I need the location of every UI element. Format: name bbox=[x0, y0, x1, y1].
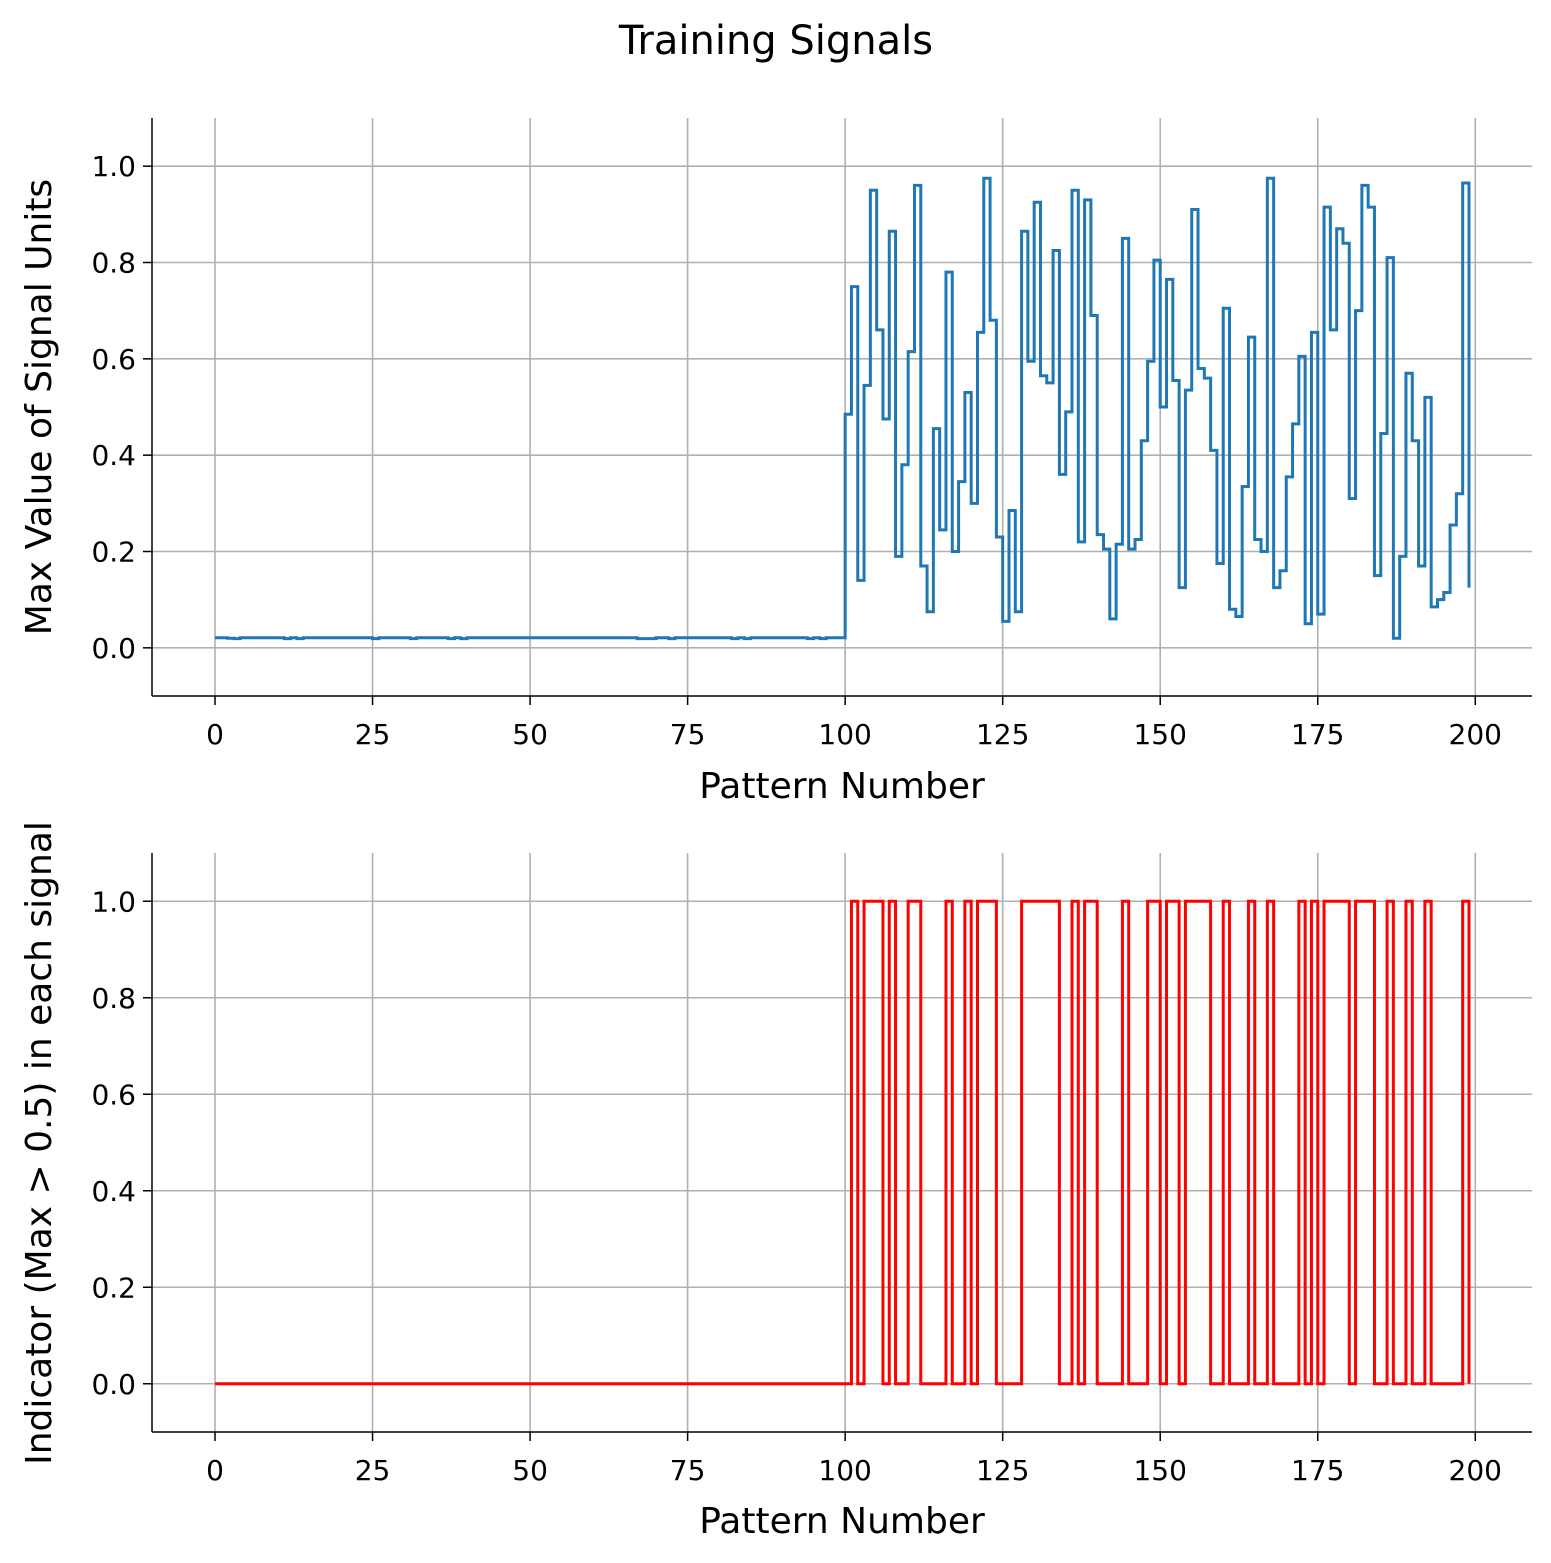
y-tick-label: 0.0 bbox=[91, 632, 136, 665]
y-axis-label-bottom: Indicator (Max > 0.5) in each signal bbox=[19, 821, 60, 1465]
chart-bottom: 0 25 50 75 100 125 150 175 200 0.0 0.2 0.4 0.6 0.8 1.… bbox=[19, 821, 1532, 1542]
x-tick-label: 0 bbox=[206, 718, 224, 751]
y-tick-label: 1.0 bbox=[91, 150, 136, 183]
x-tick-label: 175 bbox=[1291, 1454, 1344, 1487]
y-tick-label: 0.8 bbox=[91, 247, 136, 280]
x-tick-label: 75 bbox=[670, 718, 706, 751]
y-tick-label: 0.2 bbox=[91, 536, 136, 569]
x-tick-label: 175 bbox=[1291, 718, 1344, 751]
y-tick-label: 1.0 bbox=[91, 885, 136, 918]
y-tick-label: 0.6 bbox=[91, 343, 136, 376]
chart-top: 0 25 50 75 100 125 150 175 200 0.0 0.2 0.4 0.6 0.8 1.… bbox=[19, 118, 1532, 807]
x-tick-label: 150 bbox=[1133, 718, 1186, 751]
x-tick-label: 75 bbox=[670, 1454, 706, 1487]
x-tick-label: 200 bbox=[1449, 718, 1502, 751]
y-tick-label: 0.4 bbox=[91, 1175, 136, 1208]
x-tick-label: 100 bbox=[818, 1454, 871, 1487]
x-tick-label: 50 bbox=[512, 718, 548, 751]
x-ticks-bottom: 0 25 50 75 100 125 150 175 200 bbox=[206, 1432, 1502, 1487]
y-tick-label: 0.8 bbox=[91, 982, 136, 1015]
x-tick-label: 125 bbox=[976, 718, 1029, 751]
x-tick-label: 150 bbox=[1133, 1454, 1186, 1487]
y-tick-label: 0.4 bbox=[91, 439, 136, 472]
y-ticks-top: 0.0 0.2 0.4 0.6 0.8 1.0 bbox=[91, 150, 152, 665]
figure-title: Training Signals bbox=[618, 18, 933, 64]
x-tick-label: 200 bbox=[1449, 1454, 1502, 1487]
x-tick-label: 100 bbox=[818, 718, 871, 751]
x-axis-label-bottom: Pattern Number bbox=[699, 1501, 985, 1542]
series-line-indicator bbox=[215, 899, 1471, 1386]
series-line-max-value bbox=[215, 176, 1471, 641]
y-ticks-bottom: 0.0 0.2 0.4 0.6 0.8 1.0 bbox=[91, 885, 152, 1401]
y-tick-label: 0.0 bbox=[91, 1368, 136, 1401]
x-axis-label-top: Pattern Number bbox=[699, 766, 985, 807]
x-tick-label: 25 bbox=[355, 1454, 391, 1487]
x-ticks-top: 0 25 50 75 100 125 150 175 200 bbox=[206, 696, 1502, 751]
x-tick-label: 125 bbox=[976, 1454, 1029, 1487]
grid-top bbox=[152, 118, 1532, 696]
x-tick-label: 0 bbox=[206, 1454, 224, 1487]
y-tick-label: 0.2 bbox=[91, 1271, 136, 1304]
x-tick-label: 50 bbox=[512, 1454, 548, 1487]
y-axis-label-top: Max Value of Signal Units bbox=[19, 179, 60, 635]
x-tick-label: 25 bbox=[355, 718, 391, 751]
y-tick-label: 0.6 bbox=[91, 1078, 136, 1111]
